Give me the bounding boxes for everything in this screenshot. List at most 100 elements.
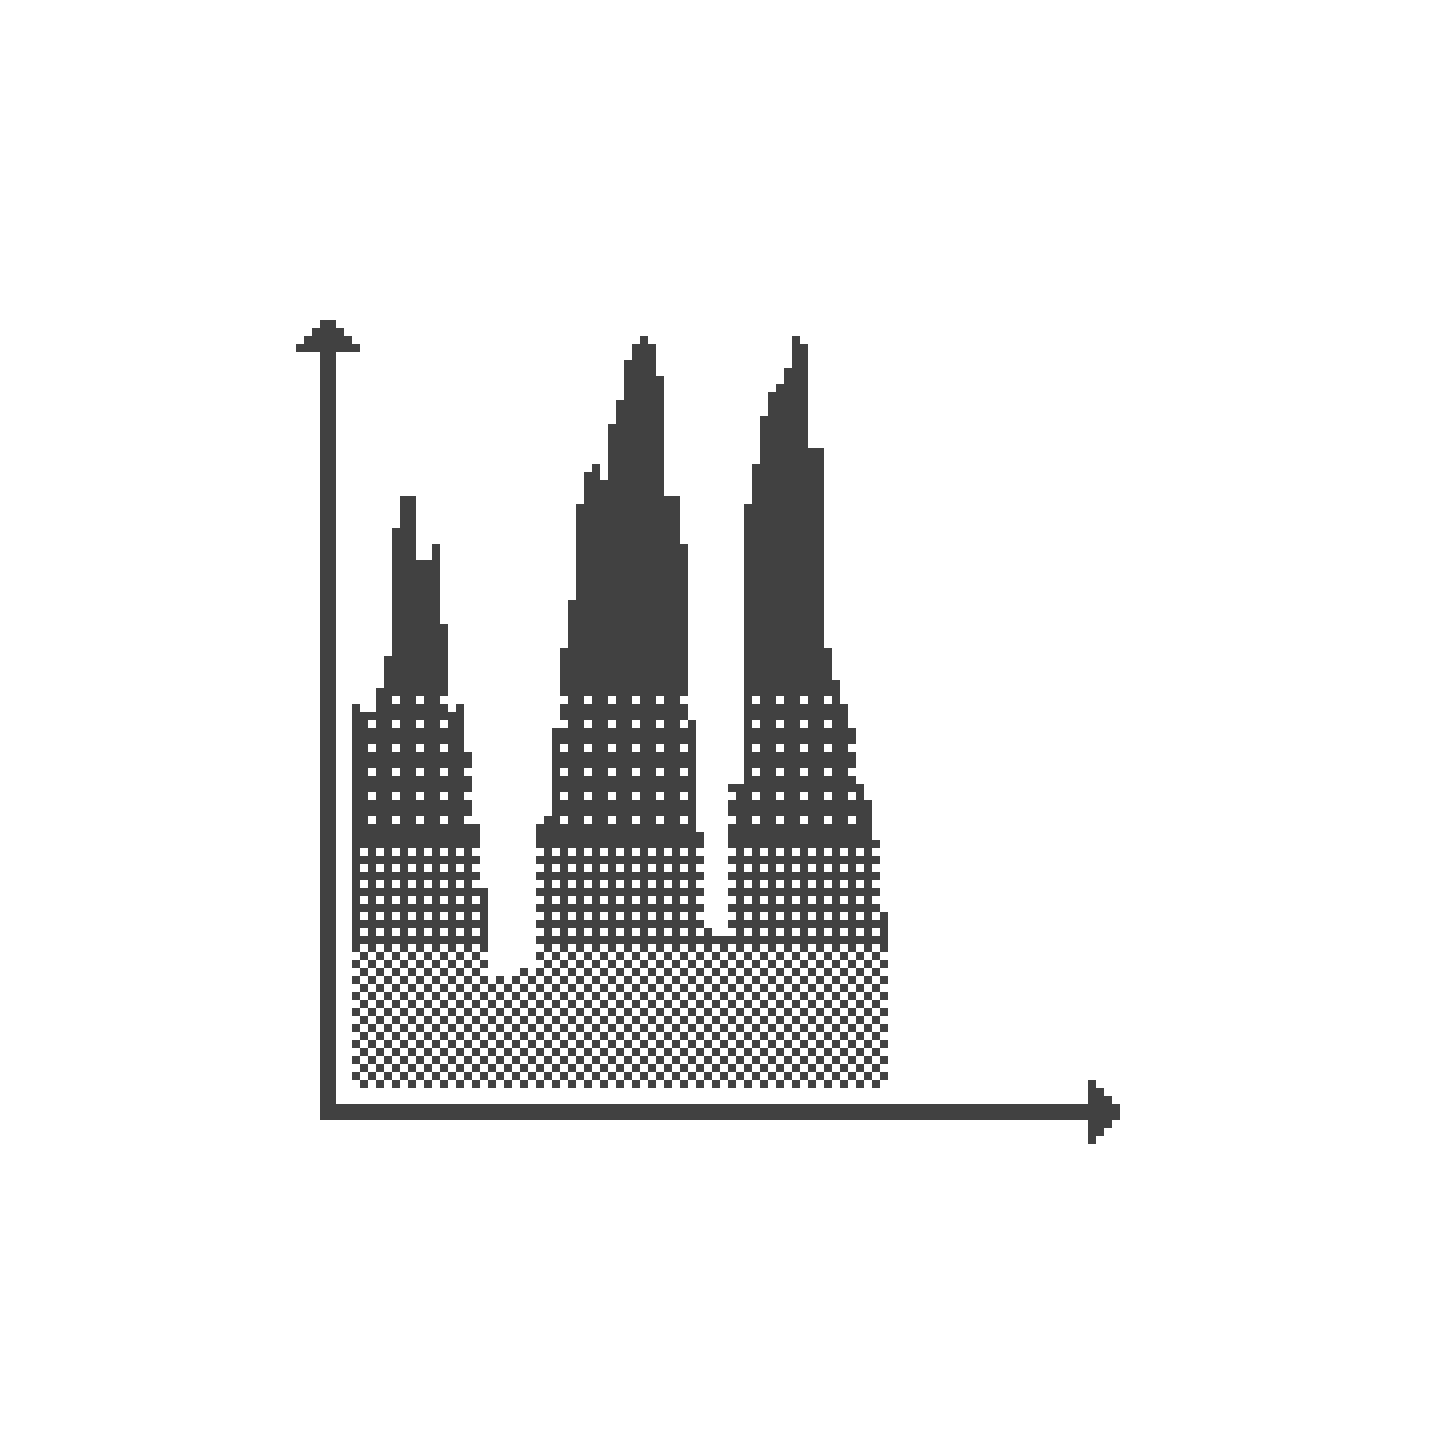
bar-segment-checker [800,944,808,1088]
bar-segment-checker [752,944,760,1088]
bar-segment-checker [600,944,608,1088]
bar-segment-dense-dots [632,840,640,944]
bar-segment-solid [776,384,784,696]
histogram-bar [440,624,448,1088]
bar-segment-solid [624,360,632,696]
bar-segment-solid [416,560,424,696]
histogram-bar [552,728,560,1088]
bar-segment-sparse-dots [744,696,752,840]
histogram-bar [832,680,840,1088]
bar-segment-sparse-dots [552,728,560,840]
bar-segment-dense-dots [592,840,600,944]
bar-segment-dense-dots [584,840,592,944]
histogram-bar [640,336,648,1088]
histogram-bar [456,704,464,1088]
histogram-bar [704,928,712,1088]
bar-segment-sparse-dots [728,784,736,840]
bar-segment-dense-dots [680,840,688,944]
bar-segment-sparse-dots [680,696,688,840]
bar-segment-sparse-dots [760,696,768,840]
bar-segment-checker [768,944,776,1088]
bar-segment-sparse-dots [408,696,416,840]
bar-segment-checker [416,944,424,1088]
bar-segment-sparse-dots [808,696,816,840]
y-axis-arrow-step-2 [312,328,344,336]
bar-segment-solid [824,648,832,696]
bar-segment-checker [736,944,744,1088]
histogram-bars [352,336,888,1088]
bar-segment-sparse-dots [776,696,784,840]
histogram-bar [536,816,544,1088]
bar-segment-sparse-dots [656,696,664,840]
histogram-bar [752,464,760,1088]
bar-segment-solid [560,648,568,696]
bar-segment-solid [664,496,672,696]
bar-segment-sparse-dots [448,712,456,840]
histogram-bar [560,648,568,1088]
bar-segment-solid [576,504,584,696]
histogram-bar [520,968,528,1088]
bar-segment-checker [504,976,512,1088]
bar-segment-dense-dots [744,840,752,944]
bar-segment-checker [592,944,600,1088]
bar-segment-solid [392,528,400,696]
histogram-bar [840,704,848,1088]
bar-segment-dense-dots [824,840,832,944]
bar-segment-checker [536,944,544,1088]
bar-segment-solid [400,496,408,696]
bar-segment-sparse-dots [856,784,864,840]
histogram-bar [760,416,768,1088]
bar-segment-sparse-dots [472,824,480,840]
bar-segment-sparse-dots [784,696,792,840]
bar-segment-dense-dots [784,840,792,944]
histogram-bar [784,368,792,1088]
bar-segment-solid [680,544,688,696]
bar-segment-dense-dots [768,840,776,944]
histogram-bar [728,784,736,1088]
bar-segment-checker [544,944,552,1088]
bar-segment-dense-dots [872,840,880,944]
bar-segment-checker [792,944,800,1088]
bar-segment-solid [568,600,576,696]
bar-segment-sparse-dots [376,696,384,840]
bar-segment-checker [472,944,480,1088]
bar-segment-checker [608,944,616,1088]
bar-segment-checker [664,944,672,1088]
histogram-bar [600,480,608,1088]
histogram-bar [680,544,688,1088]
bar-segment-dense-dots [352,840,360,944]
bar-segment-checker [640,944,648,1088]
bar-segment-solid [600,480,608,696]
bar-segment-checker [824,944,832,1088]
bar-segment-dense-dots [664,840,672,944]
bar-segment-solid [752,464,760,696]
bar-segment-sparse-dots [568,696,576,840]
bar-segment-checker [560,944,568,1088]
histogram-bar [632,344,640,1088]
bar-segment-checker [616,944,624,1088]
bar-segment-sparse-dots [584,696,592,840]
bar-segment-sparse-dots [832,696,840,840]
histogram-bar [528,976,536,1088]
bar-segment-checker [712,944,720,1088]
histogram-bar [544,816,552,1088]
bar-segment-dense-dots [464,840,472,944]
bar-segment-checker [704,944,712,1088]
bar-segment-checker [512,968,520,1088]
bar-segment-checker [568,944,576,1088]
bar-segment-checker [360,944,368,1088]
histogram-bar [768,392,776,1088]
histogram-bar [824,648,832,1088]
bar-segment-checker [552,944,560,1088]
bar-segment-checker [520,968,528,1088]
x-axis-arrow-step-4 [1112,1104,1120,1120]
bar-segment-checker [384,944,392,1088]
bar-segment-dense-dots [848,840,856,944]
bar-segment-dense-dots [808,840,816,944]
bar-segment-checker [632,944,640,1088]
bar-segment-sparse-dots [600,696,608,840]
histogram-bar [512,968,520,1088]
bar-segment-sparse-dots [632,696,640,840]
y-axis-line [320,344,336,1120]
